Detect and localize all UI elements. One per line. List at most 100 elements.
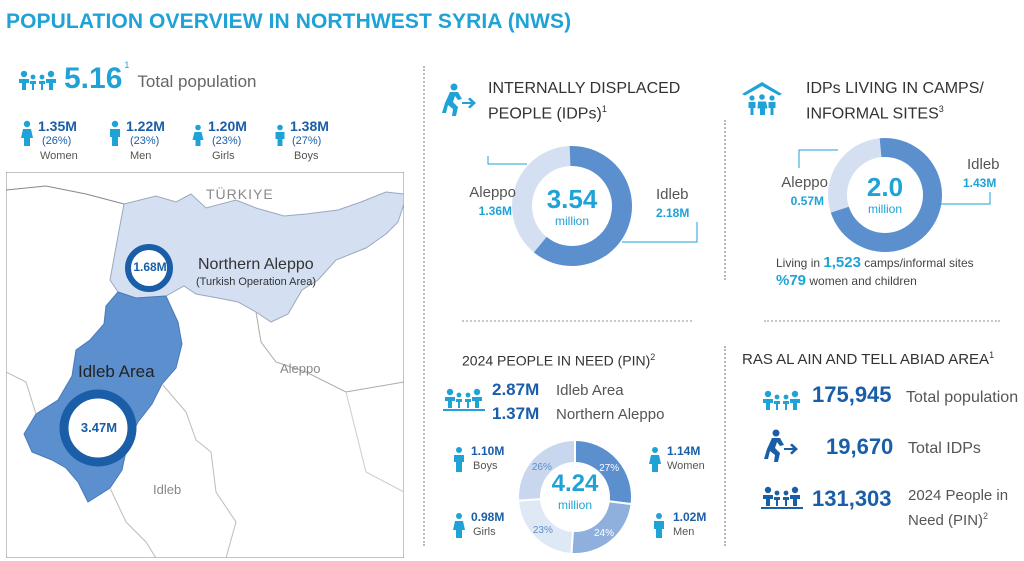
men-pct: (23%)	[130, 135, 160, 147]
running-person-arrow-icon	[764, 429, 798, 462]
donut-label-boys: 26%	[532, 462, 552, 473]
ras-population-label: Total population	[906, 389, 1019, 406]
divider-mid-right	[764, 320, 1000, 322]
idps-title-line1: INTERNALLY DISPLACED	[488, 80, 681, 97]
map-value-idleb-area: 3.47M	[80, 420, 118, 435]
pin-idleb-value: 2.87M	[492, 380, 540, 399]
idps-aleppo-leader	[487, 156, 527, 165]
map-label-idleb: Idleb	[153, 482, 182, 497]
camps-note-1: Living in 1,523 camps/informal sites	[776, 254, 974, 271]
idps-title-sup: 1	[601, 104, 607, 114]
boys-value: 1.38M	[290, 118, 329, 134]
camps-center-unit: million	[867, 202, 902, 216]
map-value-northern-aleppo: 1.68M	[133, 260, 167, 274]
idps-idleb-leader	[622, 222, 698, 243]
idps-title-line2: PEOPLE (IDPs)	[488, 105, 602, 123]
camps-title-sup: 3	[938, 104, 944, 114]
pin-girls-value: 0.98M	[471, 510, 505, 524]
pin-boys-value: 1.10M	[471, 444, 505, 458]
ras-title-text: RAS AL AIN AND TELL ABIAD AREA	[742, 351, 990, 368]
ras-pin-underline	[761, 507, 803, 509]
donut-slice-idleb	[830, 138, 942, 252]
camps-title-line2: INFORMAL SITES	[806, 105, 939, 123]
idleb-area-ring	[59, 389, 137, 467]
camps-note-1-num: 1,523	[823, 254, 861, 271]
camps-note-1-post: camps/informal sites	[864, 256, 974, 270]
camps-idleb-label: Idleb	[967, 156, 1000, 173]
pin-women-value: 1.14M	[667, 444, 701, 458]
pin-title-text: 2024 PEOPLE IN NEED (PIN)	[462, 352, 651, 369]
pin-title-sup: 2	[650, 352, 656, 362]
divider-right-top	[724, 120, 726, 280]
total-population-label: Total population	[137, 72, 257, 91]
women-label: Women	[40, 150, 78, 162]
total-population-value: 5.16	[64, 62, 123, 95]
donut-label-men: 24%	[594, 528, 614, 539]
running-person-arrow-icon	[442, 83, 476, 116]
family-icon	[763, 486, 800, 506]
girls-pct: (23%)	[212, 135, 242, 147]
divider-left	[423, 66, 425, 546]
idps-aleppo-value: 1.36M	[478, 204, 512, 218]
pin-aleppo-label: Northern Aleppo	[556, 406, 665, 423]
divider-mid-left	[462, 320, 692, 322]
camps-idleb-value: 1.43M	[963, 176, 997, 190]
ras-pin-value: 131,303	[812, 486, 892, 511]
camps-idleb-leader	[938, 192, 991, 205]
idps-aleppo-label: Aleppo	[469, 184, 516, 201]
ras-pin-label-line1: 2024 People in	[908, 487, 1009, 504]
idps-donut	[512, 146, 632, 266]
girls-value: 1.20M	[208, 118, 247, 134]
pin-men-value: 1.02M	[673, 510, 707, 524]
camps-note-2: %79 women and children	[776, 272, 917, 289]
woman-icon	[21, 120, 33, 146]
camps-note-2-post: women and children	[809, 274, 917, 288]
pin-girls-label: Girls	[473, 526, 496, 538]
pin-center-value: 4.24	[551, 470, 599, 497]
men-label: Men	[130, 150, 152, 162]
camps-aleppo-leader	[798, 149, 838, 168]
donut-label-women: 27%	[599, 463, 619, 474]
man-icon	[110, 120, 120, 146]
pin-aleppo-value: 1.37M	[492, 404, 540, 423]
men-value: 1.22M	[126, 118, 165, 134]
ras-title-sup: 1	[989, 350, 995, 360]
ras-population-value: 175,945	[812, 382, 892, 407]
boy-icon	[454, 447, 464, 472]
pin-men-label: Men	[673, 526, 695, 538]
northern-aleppo-ring	[125, 244, 173, 292]
ras-idps-value: 19,670	[826, 434, 894, 459]
girl-icon	[192, 124, 204, 146]
family-icon	[763, 390, 800, 410]
camps-note-2-num: %79	[776, 272, 807, 289]
total-population: 5.16 1 Total population	[18, 60, 257, 94]
idps-title: INTERNALLY DISPLACED PEOPLE (IDPs)1	[488, 78, 680, 124]
pin-center-unit: million	[557, 498, 592, 512]
family-icon	[19, 70, 56, 90]
tent-people-icon	[742, 82, 782, 115]
boys-pct: (27%)	[292, 135, 322, 147]
donut-slice-aleppo	[512, 146, 571, 253]
donut-slice-boys	[517, 438, 576, 502]
boy-icon	[275, 124, 285, 146]
camps-title: IDPs LIVING IN CAMPS/ INFORMAL SITES3	[806, 78, 984, 124]
camps-aleppo-value: 0.57M	[790, 194, 824, 208]
camps-aleppo-label: Aleppo	[781, 174, 828, 191]
ras-idps-label: Total IDPs	[908, 440, 981, 457]
page-title: POPULATION OVERVIEW IN NORTHWEST SYRIA (…	[6, 10, 572, 33]
women-value: 1.35M	[38, 118, 77, 134]
idps-idleb-value: 2.18M	[656, 206, 690, 220]
pin-women-label: Women	[667, 460, 705, 472]
woman-icon	[649, 447, 661, 472]
map-label-idleb-area: Idleb Area	[78, 362, 155, 381]
boys-label: Boys	[294, 150, 319, 162]
nws-map	[6, 172, 404, 558]
camps-center-value: 2.0	[866, 172, 904, 202]
map-label-aleppo: Aleppo	[280, 361, 321, 376]
idps-center-unit: million	[554, 214, 589, 228]
map-label-turkiye: TÜRKIYE	[206, 186, 274, 202]
ras-title: RAS AL AIN AND TELL ABIAD AREA1	[742, 350, 994, 368]
donut-label-girls: 23%	[533, 525, 553, 536]
girls-label: Girls	[212, 150, 235, 162]
total-population-sup: 1	[124, 60, 130, 70]
